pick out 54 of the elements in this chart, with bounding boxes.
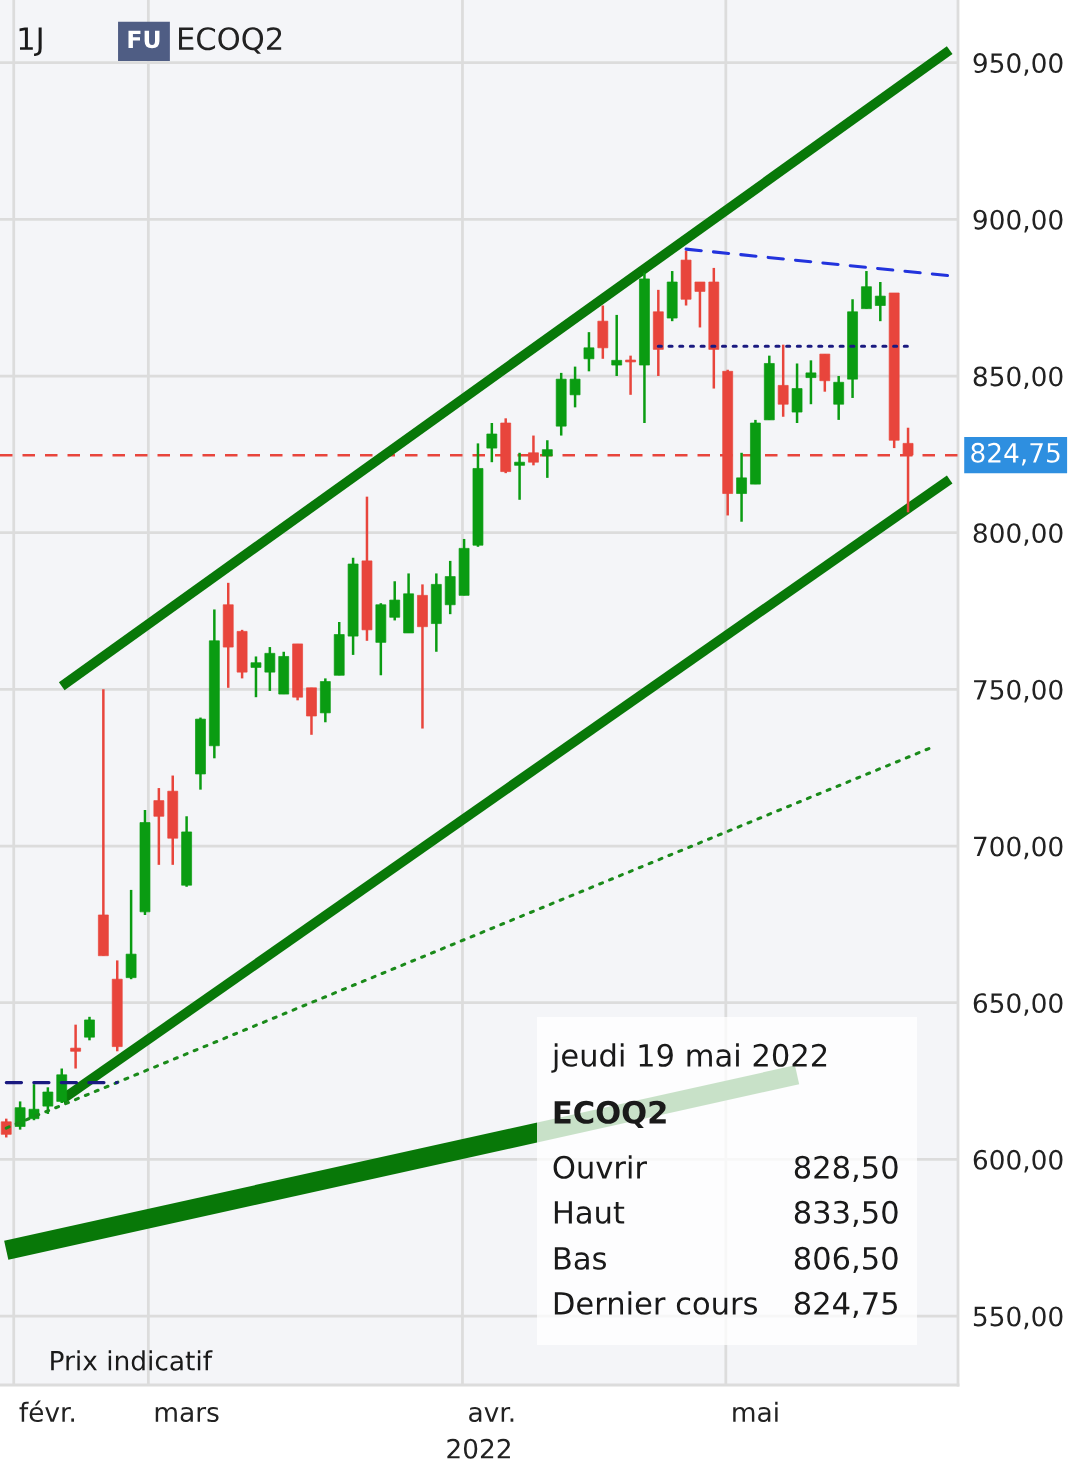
ref-line-label: 824,75 [971,442,1060,466]
candlestick [583,330,595,373]
annotation: FU [128,30,160,49]
annotation: Bas [554,1247,606,1270]
annotation: 828,50 [794,1155,898,1182]
y-tick-label: 750,00 [974,679,1063,703]
candlestick [777,343,789,418]
candlestick [389,580,401,622]
x-tick-label: avr. [469,1406,514,1423]
y-tick-label: 650,00 [973,993,1063,1016]
annotation: Prix indicatif [51,1350,213,1371]
candlestick [625,354,636,397]
text: ECOQ2 [179,27,282,54]
candlestick [70,1023,81,1070]
y-tick-label: 550,00 [973,1306,1063,1330]
candlestick [28,1082,40,1122]
candlestick [833,374,845,422]
y-tick-label: 900,00 [973,209,1063,233]
y-tick-label: 600,00 [973,1149,1063,1173]
annotation: 1J [19,27,42,56]
annotation: Ouvrir [553,1155,647,1179]
annotation: 824,75 [794,1291,897,1318]
annotation: Haut [554,1201,625,1224]
x-tick-label: févr. [19,1400,74,1423]
candlestick [14,1100,26,1131]
candlestick [125,888,137,981]
y-tick-label: 700,00 [974,836,1063,860]
candlestick [42,1086,54,1116]
candlestick [694,280,706,329]
annotation: 806,50 [794,1246,898,1273]
candlestick [250,655,262,699]
candlestick [861,269,872,310]
y-tick-label: 950,00 [973,53,1063,76]
candlestick [611,313,623,378]
candlestick [153,786,165,867]
candlestick [264,645,276,693]
candlestick [541,439,553,480]
candlestick [791,362,803,425]
annotation: Dernier cours [554,1291,758,1315]
x-axis-title: 2022 [447,1438,510,1459]
y-tick-label: 850,00 [973,366,1063,390]
x-tick-label: mars [155,1406,219,1423]
candlestick [84,1015,95,1042]
x-tick-label: mai [733,1401,778,1423]
candlestick [736,451,747,523]
candlestick [514,451,525,502]
annotation: 833,50 [794,1200,898,1227]
candlestick [805,359,817,406]
candlestick [486,421,498,464]
candlestick [569,365,581,409]
annotation: jeudi 19 mai 2022 [551,1043,827,1073]
annotation: ECOQ2 [554,1100,666,1128]
y-tick-label: 800,00 [973,523,1063,546]
candlestick [874,280,886,323]
